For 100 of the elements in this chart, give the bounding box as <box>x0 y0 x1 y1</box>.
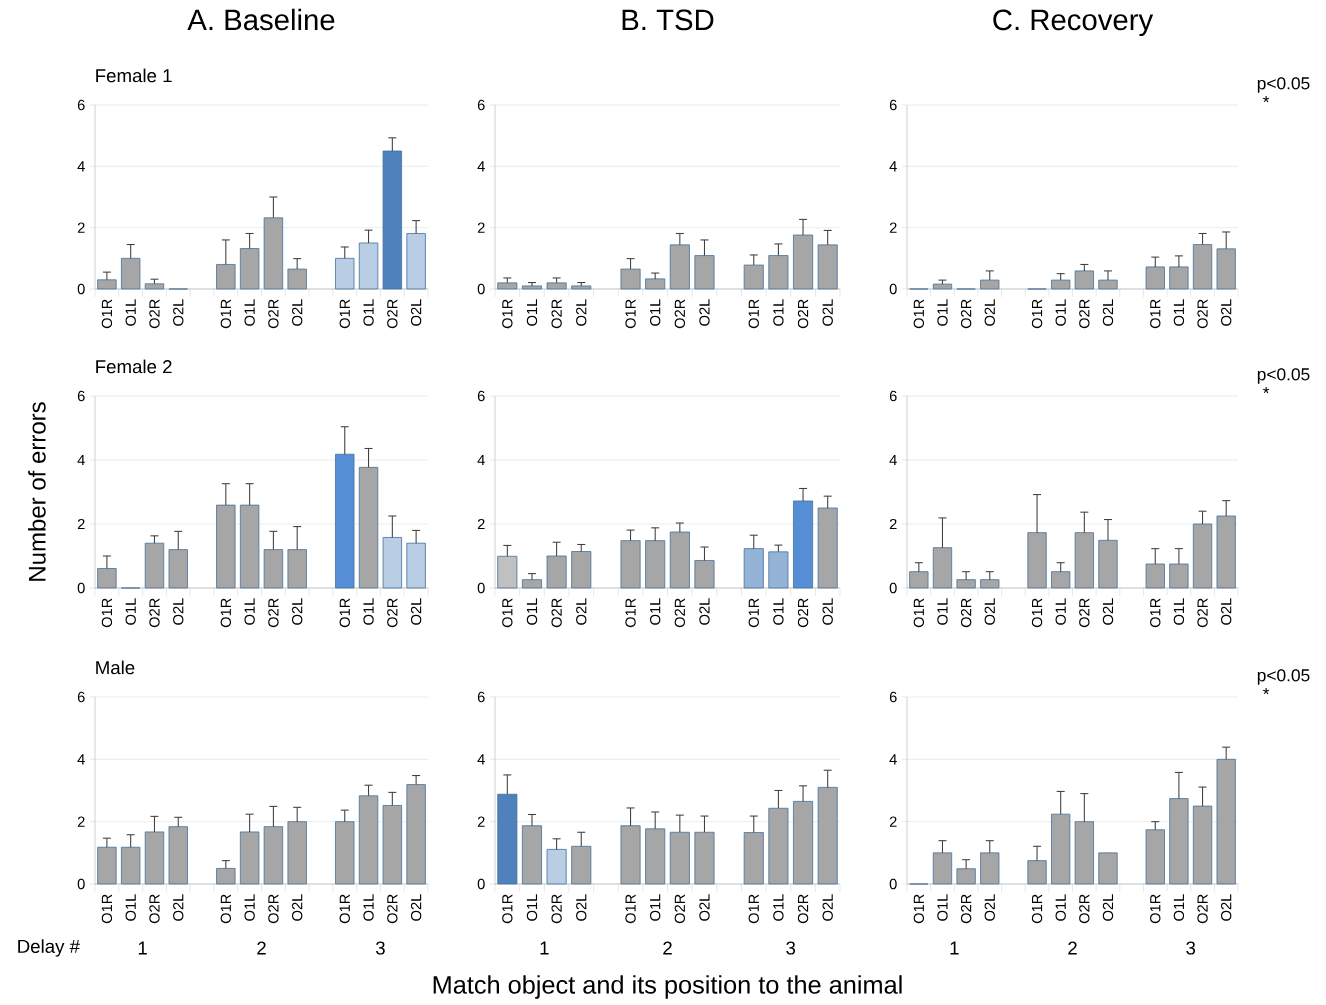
x-tick-label: O2R <box>1079 894 1090 924</box>
x-tick-label: O2R <box>149 894 160 924</box>
x-tick-label: O2L <box>822 894 833 921</box>
y-tick-label: 0 <box>477 878 485 890</box>
x-tick-label: O1L <box>650 299 661 326</box>
y-tick-label: 4 <box>77 454 85 466</box>
x-tick-label: O1R <box>1150 894 1161 924</box>
x-tick-label: O2L <box>984 299 995 326</box>
y-tick-label: 2 <box>77 518 85 530</box>
x-tick-label: O2L <box>576 598 587 625</box>
y-tick-label: 0 <box>477 582 485 594</box>
y-tick-label: 4 <box>477 454 485 466</box>
y-tick-label: 0 <box>77 878 85 890</box>
x-tick-label: O2L <box>173 598 184 625</box>
x-tick-label: O2R <box>960 299 972 329</box>
x-tick-label: O1R <box>101 598 113 628</box>
x-tick-label: O1L <box>125 598 136 625</box>
x-tick-label: O1L <box>1055 894 1066 921</box>
y-tick-label: 4 <box>889 754 897 765</box>
x-tick-label: O1L <box>937 299 948 326</box>
x-tick-label: O1L <box>650 894 661 921</box>
x-tick-label: O1L <box>363 299 374 326</box>
x-tick-label: O1L <box>773 894 784 921</box>
x-tick-label: O1L <box>526 894 538 921</box>
x-tick-label: O1L <box>937 598 948 625</box>
chart-title: B. TSD <box>622 9 714 31</box>
x-tick-label: O1R <box>748 299 759 329</box>
x-tick-label: O1R <box>339 598 350 628</box>
x-tick-label: O2L <box>822 299 833 326</box>
x-tick-label: O2L <box>699 894 710 921</box>
x-tick-label: O1L <box>1055 299 1066 326</box>
text: 3 <box>1186 941 1196 955</box>
x-tick-label: O2R <box>551 598 562 628</box>
y-tick-label: 4 <box>889 454 897 466</box>
x-tick-label: O2R <box>1079 598 1090 628</box>
x-tick-label: O2L <box>173 299 184 326</box>
text: 2 <box>663 941 672 955</box>
x-tick-label: O1R <box>339 299 350 329</box>
text: * <box>1262 387 1270 394</box>
x-tick-label: O2L <box>1221 894 1232 921</box>
x-tick-label: O2R <box>674 598 686 628</box>
x-tick-label: O2R <box>1197 299 1208 329</box>
y-tick-label: 2 <box>889 222 897 233</box>
x-axis-title: Match object and its position to the animal <box>433 975 902 999</box>
x-tick-label: O2R <box>268 598 279 628</box>
x-tick-label: O2L <box>410 894 422 921</box>
x-tick-label: O1R <box>913 598 925 628</box>
x-tick-label: O2R <box>268 299 279 329</box>
x-tick-label: O2L <box>699 598 710 625</box>
x-tick-label: O1R <box>913 299 925 329</box>
x-tick-label: O2L <box>576 299 587 326</box>
y-tick-label: 0 <box>77 582 85 594</box>
text: 3 <box>375 941 385 955</box>
x-tick-label: O2L <box>699 299 710 326</box>
x-tick-label: O1L <box>1173 894 1185 921</box>
x-tick-label: O2L <box>984 894 995 921</box>
y-tick-label: 2 <box>477 222 485 233</box>
x-tick-label: O2L <box>1102 894 1114 921</box>
x-tick-label: O1R <box>220 894 232 924</box>
x-tick-label: O2L <box>1221 299 1232 326</box>
x-tick-label: O2L <box>292 598 303 625</box>
x-tick-label: O1R <box>339 894 350 924</box>
y-tick-label: 4 <box>889 161 897 172</box>
y-tick-label: 2 <box>77 816 85 827</box>
text: 2 <box>257 941 266 955</box>
y-tick-label: 0 <box>477 283 485 295</box>
y-tick-label: 0 <box>889 283 897 295</box>
y-tick-label: 6 <box>889 691 897 703</box>
y-tick-label: 0 <box>77 283 85 295</box>
x-tick-label: O1L <box>244 598 255 625</box>
text: * <box>1262 688 1270 695</box>
x-tick-label: O2L <box>1102 598 1114 625</box>
y-tick-label: 6 <box>889 99 897 111</box>
x-tick-label: O1L <box>363 894 374 921</box>
x-tick-label: O1R <box>1150 299 1161 329</box>
x-tick-label: O2R <box>1197 894 1208 924</box>
x-tick-label: O1R <box>913 894 925 924</box>
y-tick-label: 2 <box>477 518 485 530</box>
x-tick-label: O2R <box>674 894 686 924</box>
x-tick-label: O2R <box>551 299 562 329</box>
text: 1 <box>950 941 959 955</box>
x-tick-label: O2R <box>1197 598 1208 628</box>
y-tick-label: 6 <box>477 99 485 111</box>
y-tick-label: 2 <box>889 816 897 827</box>
x-tick-label: O1R <box>101 894 113 924</box>
text: p<0.05 <box>1257 669 1310 685</box>
x-tick-label: O2L <box>984 598 995 625</box>
x-tick-label: O2L <box>173 894 184 921</box>
text: 1 <box>540 941 549 955</box>
x-tick-label: O1R <box>1031 598 1043 628</box>
x-axis-title: Delay # <box>18 939 80 957</box>
y-tick-label: 6 <box>77 390 85 402</box>
x-tick-label: O2R <box>797 894 809 924</box>
chart-subtitle: Female 1 <box>96 68 172 83</box>
text: p<0.05 <box>1257 77 1310 93</box>
y-tick-label: 6 <box>477 691 485 703</box>
x-tick-label: O1R <box>1150 598 1161 628</box>
y-tick-label: 2 <box>77 222 85 233</box>
x-tick-label: O2R <box>268 894 279 924</box>
x-tick-label: O2R <box>960 598 972 628</box>
